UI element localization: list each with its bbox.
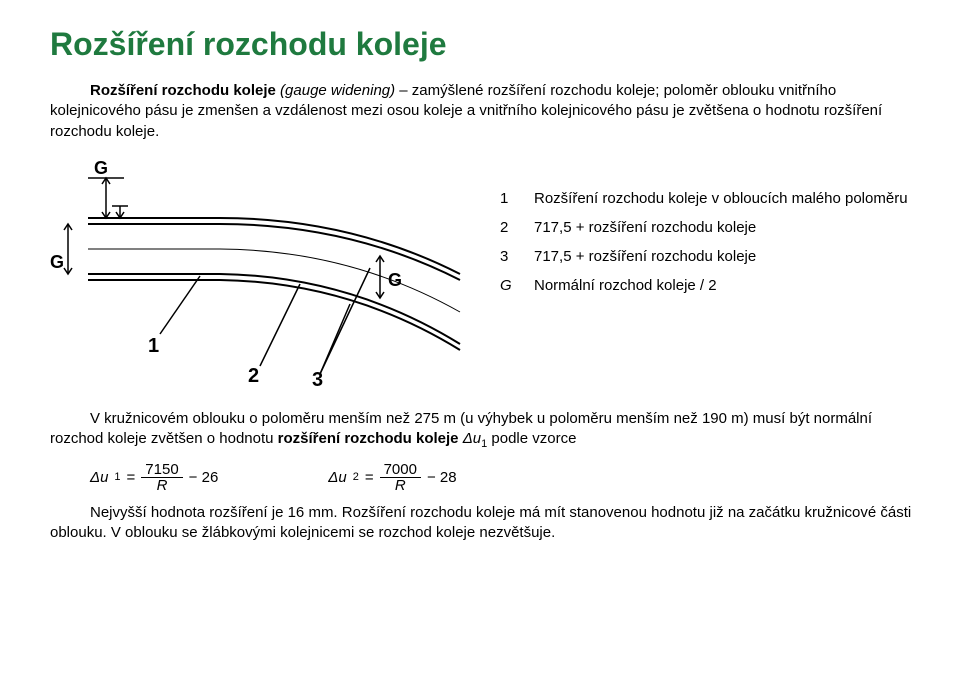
page: Rozšíření rozchodu koleje Rozšíření rozc… xyxy=(0,0,960,691)
f1-tail: − 26 xyxy=(189,469,219,486)
diagram-label-1: 1 xyxy=(148,335,159,357)
intro-lead-italic: (gauge widening) xyxy=(280,82,395,99)
legend-key: 2 xyxy=(500,219,516,236)
paragraph-3: Nejvyšší hodnota rozšíření je 16 mm. Roz… xyxy=(50,503,920,544)
legend: 1 Rozšíření rozchodu koleje v obloucích … xyxy=(500,156,920,306)
f2-eq: = xyxy=(365,469,374,486)
legend-key: 3 xyxy=(500,248,516,265)
diagram-label-g-inner: G xyxy=(388,270,402,290)
legend-text: Rozšíření rozchodu koleje v obloucích ma… xyxy=(534,190,908,207)
para2-bold: rozšíření rozchodu koleje xyxy=(278,430,459,447)
diagram-label-3: 3 xyxy=(312,369,323,386)
page-title: Rozšíření rozchodu koleje xyxy=(50,26,920,63)
f2-fraction: 7000 R xyxy=(380,462,421,493)
legend-key: G xyxy=(500,277,516,294)
mid-row: G G G 1 2 3 1 Rozšíření rozchodu koleje … xyxy=(50,156,920,391)
f2-lhs: Δu xyxy=(328,469,346,486)
legend-row: 1 Rozšíření rozchodu koleje v obloucích … xyxy=(500,190,920,207)
paragraph-2: V kružnicovém oblouku o poloměru menším … xyxy=(50,409,920,452)
formula-1: Δu 1 = 7150 R − 26 xyxy=(90,462,218,493)
legend-row: 2 717,5 + rozšíření rozchodu koleje xyxy=(500,219,920,236)
legend-key: 1 xyxy=(500,190,516,207)
formula-2: Δu 2 = 7000 R − 28 xyxy=(328,462,456,493)
legend-row: 3 717,5 + rozšíření rozchodu koleje xyxy=(500,248,920,265)
legend-text: 717,5 + rozšíření rozchodu koleje xyxy=(534,219,756,236)
f2-lhs-sub: 2 xyxy=(353,471,359,483)
f2-tail: − 28 xyxy=(427,469,457,486)
diagram-label-g-left: G xyxy=(50,252,64,272)
para2-post: podle vzorce xyxy=(491,430,576,447)
diagram-svg: G G G 1 2 3 xyxy=(50,156,480,386)
para2-du-sub: 1 xyxy=(481,438,487,450)
formulas: Δu 1 = 7150 R − 26 Δu 2 = 7000 R − 28 xyxy=(90,462,920,493)
intro-paragraph: Rozšíření rozchodu koleje (gauge widenin… xyxy=(50,81,920,142)
legend-row: G Normální rozchod koleje / 2 xyxy=(500,277,920,294)
f1-lhs-sub: 1 xyxy=(114,471,120,483)
f1-lhs: Δu xyxy=(90,469,108,486)
para2-du: Δu xyxy=(463,430,481,447)
diagram: G G G 1 2 3 xyxy=(50,156,480,391)
f2-num: 7000 xyxy=(380,462,421,477)
legend-text: 717,5 + rozšíření rozchodu koleje xyxy=(534,248,756,265)
f1-den: R xyxy=(153,478,172,493)
f1-num: 7150 xyxy=(141,462,182,477)
intro-lead-bold: Rozšíření rozchodu koleje xyxy=(90,82,276,99)
diagram-label-g-top: G xyxy=(94,158,108,178)
para2-pre: V kružnicovém oblouku o poloměru menším … xyxy=(50,410,872,447)
diagram-label-2: 2 xyxy=(248,365,259,386)
legend-text: Normální rozchod koleje / 2 xyxy=(534,277,717,294)
f1-eq: = xyxy=(127,469,136,486)
f1-fraction: 7150 R xyxy=(141,462,182,493)
f2-den: R xyxy=(391,478,410,493)
